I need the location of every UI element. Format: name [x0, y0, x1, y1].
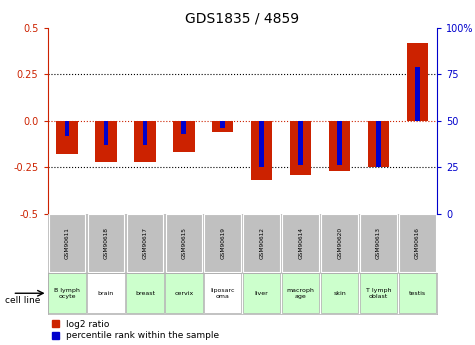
Text: liposarc
oma: liposarc oma: [210, 288, 235, 299]
Bar: [259, 121, 264, 167]
Text: GSM90615: GSM90615: [181, 227, 186, 259]
Text: cell line: cell line: [5, 296, 40, 305]
Text: GSM90611: GSM90611: [65, 227, 69, 259]
Text: testis: testis: [409, 291, 426, 296]
Bar: [204, 215, 241, 272]
Bar: [282, 215, 319, 272]
Bar: [95, 121, 117, 162]
Bar: [321, 215, 358, 272]
Bar: [298, 121, 303, 166]
Text: T lymph
oblast: T lymph oblast: [366, 288, 391, 299]
Bar: [126, 273, 163, 313]
Text: B lymph
ocyte: B lymph ocyte: [54, 288, 80, 299]
Text: breast: breast: [135, 291, 155, 296]
Bar: [415, 67, 420, 121]
Bar: [165, 273, 202, 313]
Bar: [87, 273, 124, 313]
Bar: [165, 215, 202, 272]
Text: GSM90614: GSM90614: [298, 227, 303, 259]
Bar: [65, 121, 69, 136]
Bar: [360, 273, 397, 313]
Text: skin: skin: [333, 291, 346, 296]
Title: GDS1835 / 4859: GDS1835 / 4859: [185, 11, 299, 25]
Bar: [360, 215, 397, 272]
Text: macroph
age: macroph age: [287, 288, 314, 299]
Bar: [251, 121, 273, 180]
Text: GSM90616: GSM90616: [415, 227, 420, 259]
Bar: [337, 121, 342, 166]
Text: GSM90618: GSM90618: [104, 227, 108, 259]
Text: cervix: cervix: [174, 291, 193, 296]
Bar: [321, 273, 358, 313]
Bar: [368, 121, 390, 167]
Bar: [399, 215, 436, 272]
Bar: [290, 121, 312, 175]
Bar: [376, 121, 381, 167]
Bar: [48, 215, 86, 272]
Legend: log2 ratio, percentile rank within the sample: log2 ratio, percentile rank within the s…: [52, 320, 219, 341]
Text: GSM90613: GSM90613: [376, 227, 381, 259]
Bar: [126, 215, 163, 272]
Bar: [142, 121, 147, 145]
Bar: [48, 273, 86, 313]
Text: GSM90620: GSM90620: [337, 227, 342, 259]
Bar: [407, 42, 428, 121]
Bar: [220, 121, 225, 128]
Bar: [56, 121, 78, 154]
Bar: [181, 121, 186, 134]
Bar: [243, 273, 280, 313]
Text: GSM90617: GSM90617: [142, 227, 147, 259]
Bar: [329, 121, 351, 171]
Bar: [104, 121, 108, 145]
Text: GSM90619: GSM90619: [220, 227, 225, 259]
Bar: [204, 273, 241, 313]
Bar: [399, 273, 436, 313]
Bar: [282, 273, 319, 313]
Bar: [87, 215, 124, 272]
Text: liver: liver: [255, 291, 268, 296]
Bar: [243, 215, 280, 272]
Text: brain: brain: [98, 291, 114, 296]
Bar: [173, 121, 195, 152]
Bar: [212, 121, 234, 132]
Bar: [134, 121, 156, 162]
Text: GSM90612: GSM90612: [259, 227, 264, 259]
